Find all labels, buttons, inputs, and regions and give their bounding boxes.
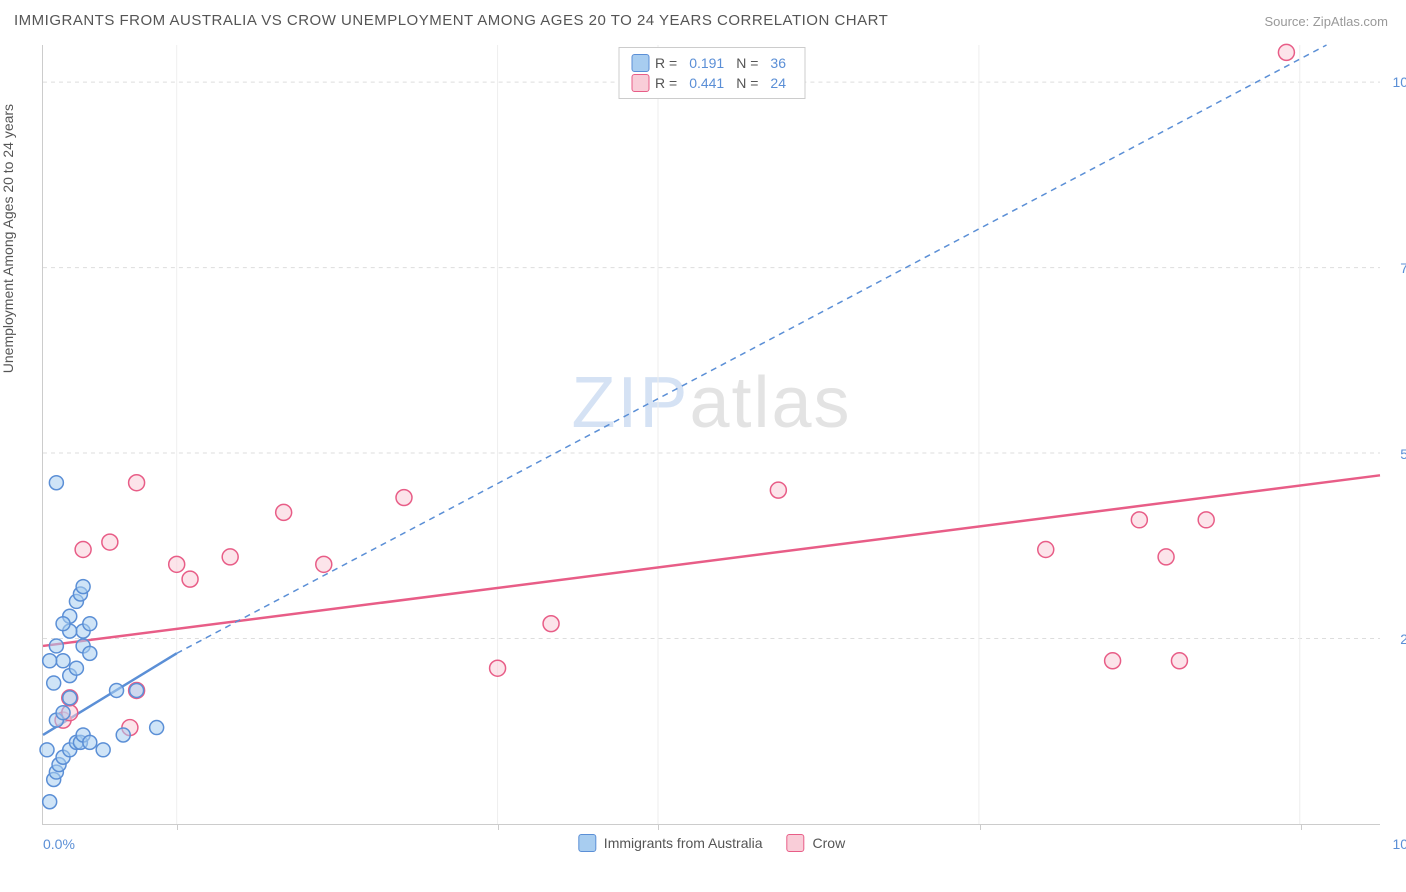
legend-swatch-pink <box>631 74 649 92</box>
x-tick-mark <box>498 824 499 830</box>
x-axis-legend: Immigrants from Australia Crow <box>578 834 845 852</box>
y-axis-label: Unemployment Among Ages 20 to 24 years <box>0 104 16 373</box>
legend-r-label: R = <box>655 55 677 71</box>
source-link[interactable]: ZipAtlas.com <box>1313 14 1388 29</box>
legend-row-pink: R = 0.441 N = 24 <box>631 74 792 92</box>
x-legend-blue-label: Immigrants from Australia <box>604 835 763 851</box>
x-swatch-blue <box>578 834 596 852</box>
scatter-svg <box>43 45 1380 824</box>
source-attribution: Source: ZipAtlas.com <box>1264 14 1388 29</box>
x-tick-mark <box>1301 824 1302 830</box>
legend-n-label: N = <box>736 75 758 91</box>
legend-row-blue: R = 0.191 N = 36 <box>631 54 792 72</box>
x-legend-blue: Immigrants from Australia <box>578 834 763 852</box>
correlation-legend: R = 0.191 N = 36 R = 0.441 N = 24 <box>618 47 805 99</box>
y-tick-label: 25.0% <box>1400 631 1406 647</box>
y-tick-label: 100.0% <box>1393 74 1406 90</box>
x-legend-pink: Crow <box>787 834 846 852</box>
x-tick-mark <box>177 824 178 830</box>
chart-plot-area: ZIPatlas 25.0%50.0%75.0%100.0% 0.0% 100.… <box>42 45 1380 825</box>
legend-n-blue: 36 <box>770 55 786 71</box>
y-tick-label: 50.0% <box>1400 446 1406 462</box>
legend-n-pink: 24 <box>770 75 786 91</box>
legend-r-pink: 0.441 <box>689 75 724 91</box>
x-swatch-pink <box>787 834 805 852</box>
y-tick-label: 75.0% <box>1400 260 1406 276</box>
legend-r-blue: 0.191 <box>689 55 724 71</box>
source-prefix: Source: <box>1264 14 1312 29</box>
chart-title: IMMIGRANTS FROM AUSTRALIA VS CROW UNEMPL… <box>14 12 888 29</box>
legend-swatch-blue <box>631 54 649 72</box>
legend-r-label: R = <box>655 75 677 91</box>
legend-n-label: N = <box>736 55 758 71</box>
x-tick-min: 0.0% <box>43 836 75 852</box>
x-tick-mark <box>980 824 981 830</box>
x-tick-max: 100.0% <box>1393 836 1406 852</box>
x-legend-pink-label: Crow <box>813 835 846 851</box>
x-tick-mark <box>658 824 659 830</box>
